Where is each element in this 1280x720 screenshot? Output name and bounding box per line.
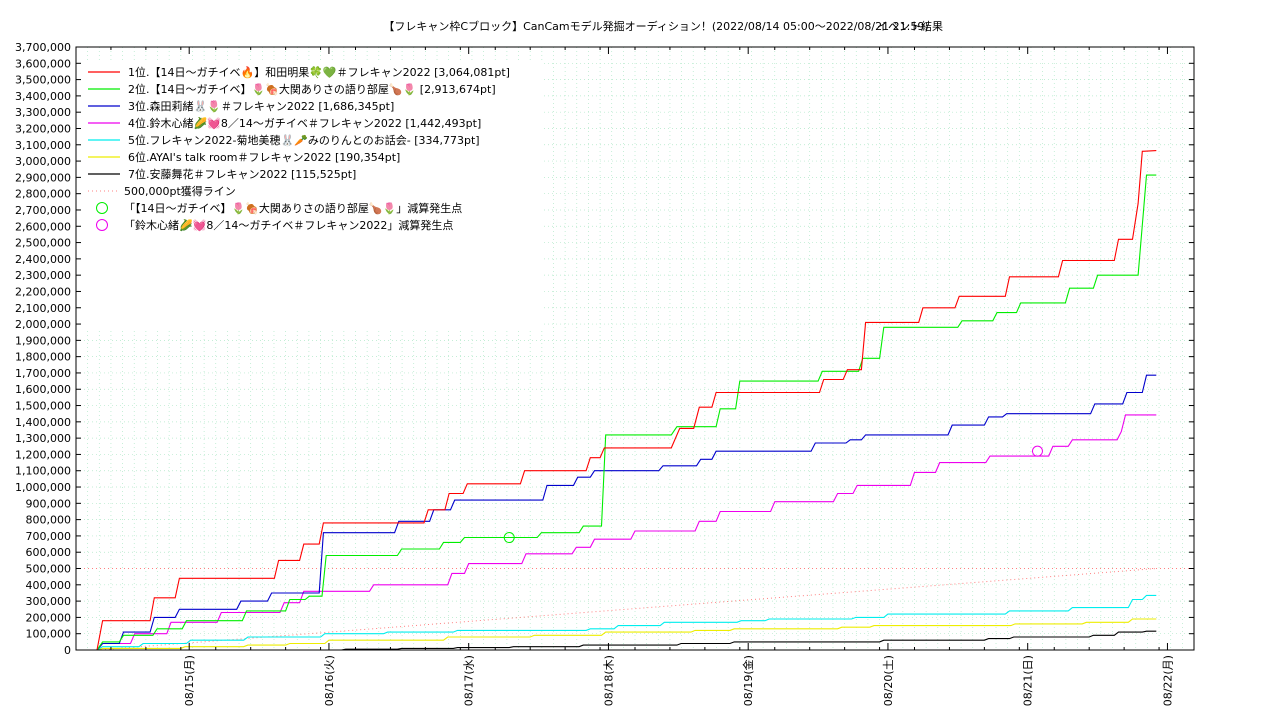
y-tick-label: 3,600,000: [15, 57, 71, 70]
x-tick-label: 08/16(火): [323, 655, 336, 706]
reference-line-pace: [96, 568, 1157, 651]
y-tick-label: 2,000,000: [15, 318, 71, 331]
y-tick-label: 3,000,000: [15, 155, 71, 168]
x-axis: 08/15(月) 08/16(火) 08/17(水) 08/18(木) 08/19(金)…: [110, 47, 1174, 706]
y-tick-label: 2,800,000: [15, 188, 71, 201]
y-tick-label: 3,400,000: [15, 90, 71, 103]
y-tick-label: 3,100,000: [15, 139, 71, 152]
legend-background: [84, 60, 544, 328]
legend-label-6: 6位.AYAI's talk room＃フレキャン2022 [190,354pt…: [128, 150, 400, 164]
y-tick-label: 1,800,000: [15, 351, 71, 364]
y-tick-label: 1,600,000: [15, 383, 71, 396]
y-tick-label: 1,300,000: [15, 432, 71, 445]
y-tick-label: 3,300,000: [15, 106, 71, 119]
y-tick-label: 300,000: [26, 595, 72, 608]
y-axis: 0 100,000 200,000 300,000 400,000 500,000 600,…: [15, 41, 1194, 657]
y-tick-label: 2,700,000: [15, 204, 71, 217]
legend-label-5: 5位.フレキャン2022-菊地美穂🐰🥕みのりんとのお話会- [334,773pt…: [128, 133, 480, 147]
legend-label-2: 2位.【14日〜ガチイベ】🌷🍖大関ありさの語り部屋🍗🌷 [2,913,674pt…: [128, 82, 496, 97]
chart-title: 【フレキャン枠Cブロック】CanCamモデル発掘オーディション！(2022/08…: [383, 19, 928, 33]
x-tick-label: 08/18(木): [602, 655, 615, 706]
legend-label-7: 7位.安藤舞花＃フレキャン2022 [115,525pt]: [128, 167, 356, 181]
legend-label-annotation-1: 「【14日〜ガチイベ】🌷🍖大関ありさの語り部屋🍗🌷」減算発生点: [124, 201, 462, 216]
series-line-6: [96, 618, 1157, 651]
y-tick-label: 2,200,000: [15, 285, 71, 298]
x-tick-label: 08/15(月): [183, 655, 196, 706]
y-tick-label: 1,200,000: [15, 448, 71, 461]
legend-label-3: 3位.森田莉緒🐰🌷＃フレキャン2022 [1,686,345pt]: [128, 99, 394, 113]
legend-label-4: 4位.鈴木心緒🌽💓8／14〜ガチイベ＃フレキャン2022 [1,442,493p…: [128, 116, 481, 130]
chart-subtitle: イベント結果: [877, 19, 943, 33]
y-tick-label: 1,500,000: [15, 400, 71, 413]
series-line-1: [96, 150, 1157, 651]
x-tick-label: 08/21(日): [1022, 655, 1035, 706]
reference-line-layer: [76, 568, 1194, 651]
y-tick-label: 2,500,000: [15, 237, 71, 250]
y-tick-label: 2,100,000: [15, 302, 71, 315]
x-tick-label: 08/19(金): [741, 655, 755, 706]
x-tick-label: 08/17(水): [463, 655, 476, 706]
y-tick-label: 200,000: [26, 611, 72, 624]
x-tick-label: 08/20(土): [882, 655, 895, 706]
series-line-5: [96, 594, 1157, 651]
x-tick-label: 08/22(月): [1161, 655, 1174, 706]
y-tick-label: 1,100,000: [15, 465, 71, 478]
y-tick-label: 1,700,000: [15, 367, 71, 380]
y-tick-label: 2,400,000: [15, 253, 71, 266]
series-line-4: [96, 414, 1157, 651]
y-tick-label: 2,300,000: [15, 269, 71, 282]
y-tick-label: 500,000: [26, 563, 72, 576]
y-tick-label: 900,000: [26, 497, 72, 510]
y-tick-label: 600,000: [26, 546, 72, 559]
legend: 1位.【14日〜ガチイベ🔥】和田明果🍀💚＃フレキャン2022 [3,064,08…: [88, 65, 510, 232]
y-tick-label: 1,900,000: [15, 334, 71, 347]
series-layer: [96, 150, 1157, 651]
y-tick-label: 700,000: [26, 530, 72, 543]
y-tick-label: 2,900,000: [15, 171, 71, 184]
legend-label-annotation-2: 「鈴木心緒🌽💓8／14〜ガチイベ＃フレキャン2022」減算発生点: [124, 218, 453, 232]
series-line-3: [96, 374, 1157, 651]
y-tick-label: 3,200,000: [15, 122, 71, 135]
y-tick-label: 3,700,000: [15, 41, 71, 54]
y-tick-label: 400,000: [26, 579, 72, 592]
legend-label-reference: 500,000pt獲得ライン: [124, 185, 236, 198]
legend-marker-annotation-2: [96, 219, 108, 231]
y-tick-label: 1,400,000: [15, 416, 71, 429]
y-tick-label: 800,000: [26, 514, 72, 527]
annotation-marker-2: [1031, 445, 1043, 457]
y-tick-label: 3,500,000: [15, 74, 71, 87]
series-line-7: [97, 630, 1157, 651]
series-line-2: [96, 174, 1157, 651]
y-tick-label: 2,600,000: [15, 220, 71, 233]
annotation-layer: [503, 445, 1043, 544]
legend-marker-annotation-1: [96, 202, 108, 214]
y-tick-label: 0: [64, 644, 71, 657]
annotation-marker-1: [503, 532, 515, 544]
y-tick-label: 1,000,000: [15, 481, 71, 494]
y-tick-label: 100,000: [26, 628, 72, 641]
legend-label-1: 1位.【14日〜ガチイベ🔥】和田明果🍀💚＃フレキャン2022 [3,064,08…: [128, 65, 510, 79]
